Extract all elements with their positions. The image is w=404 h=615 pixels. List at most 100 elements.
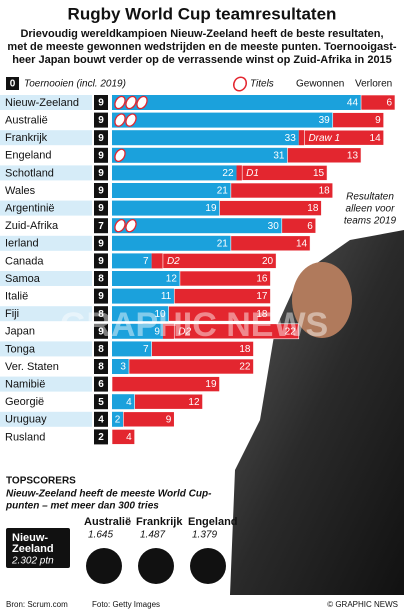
title-ball (125, 218, 137, 233)
lost-label: 9 (375, 115, 381, 126)
tournament-count: 4 (98, 414, 104, 425)
bar-draw (298, 130, 305, 146)
team-label: Samoa (5, 273, 41, 285)
annotation: Resultaten (346, 192, 394, 203)
lost-label: 6 (386, 98, 392, 109)
bar-lost (123, 411, 175, 428)
bar-lost (179, 270, 271, 287)
row-band (0, 165, 92, 181)
title-ball (114, 148, 126, 163)
bar-lost (304, 129, 384, 146)
lost-label: 14 (296, 238, 308, 249)
won-label: 7 (143, 344, 149, 355)
row-band (0, 271, 92, 286)
draw-label: D2 (167, 256, 180, 267)
won-label: 19 (205, 203, 217, 214)
won-label: 4 (126, 397, 132, 408)
bar-won (112, 112, 333, 128)
photo-face (292, 262, 352, 338)
title: Rugby World Cup teamresultaten (68, 4, 337, 23)
lost-label: 12 (188, 397, 200, 408)
tournament-count: 9 (98, 238, 104, 249)
bar-lost (287, 147, 362, 164)
bar-lost (332, 112, 384, 128)
tournament-box (94, 341, 108, 357)
title-ball (114, 95, 126, 110)
bar-lost (241, 165, 328, 181)
scorer-points: 1.645 (88, 530, 113, 541)
lost-label: 4 (126, 432, 132, 443)
tournament-count: 8 (98, 309, 104, 320)
bar-lost (111, 376, 220, 392)
topscorers-text: Nieuw-Zeeland heeft de meeste World Cup- (6, 489, 212, 500)
footer-band (0, 596, 404, 615)
tournament-box (94, 323, 108, 339)
tournament-box (94, 95, 108, 110)
tournament-count: 9 (98, 326, 104, 337)
team-label: Argentinië (5, 203, 55, 215)
team-label: Namibië (5, 379, 45, 391)
bar-draw (236, 165, 243, 181)
row-band (0, 200, 92, 216)
lost-label: 22 (239, 362, 251, 373)
bar-lost (360, 94, 396, 111)
lost-label: 18 (256, 309, 268, 320)
lost-label: 15 (313, 168, 325, 179)
lost-label: 14 (370, 133, 382, 144)
bar-lost (281, 217, 317, 234)
footer-source: Bron: Scrum.com (6, 600, 68, 609)
tournament-count: 2 (98, 432, 104, 443)
photo (230, 230, 404, 595)
bar-lost (134, 393, 203, 410)
scorer-name: Frankrijk (136, 516, 183, 528)
team-label: Wales (5, 185, 36, 197)
won-label: 21 (217, 238, 229, 249)
bar-won (112, 235, 231, 251)
row-band (0, 235, 92, 251)
lost-label: 22 (285, 326, 297, 337)
topscorers-heading: TOPSCORERS (6, 476, 76, 487)
row-band (0, 306, 92, 322)
tournament-box (94, 130, 108, 146)
team-label: Uruguay (5, 414, 47, 426)
topscorers-text: punten – met meer dan 300 tries (5, 501, 159, 512)
leader-points: 2.302 ptn (11, 556, 54, 567)
lost-label: 6 (307, 221, 313, 232)
tournament-box (94, 200, 108, 216)
tournament-box (94, 218, 108, 234)
won-label: 12 (166, 274, 178, 285)
footer-photo: Foto: Getty Images (92, 600, 160, 609)
subtitle-line: heer Japan bouwt verder op de verrassend… (12, 54, 392, 66)
bar-lost (168, 305, 271, 322)
lost-label: 16 (256, 274, 268, 285)
bar-lost (219, 200, 322, 216)
bar-won (112, 411, 124, 427)
team-label: Ierland (5, 238, 39, 250)
team-label: Engeland (5, 150, 52, 162)
bar-won (112, 95, 362, 110)
tournament-count: 6 (98, 379, 104, 390)
tournament-box (94, 112, 108, 128)
bar-lost (151, 341, 254, 357)
bar-won (112, 359, 129, 374)
tournament-count: 7 (98, 221, 104, 232)
team-label: Frankrijk (5, 132, 48, 144)
lost-label: 18 (307, 203, 319, 214)
bar-draw (151, 253, 163, 269)
won-label: 30 (268, 221, 280, 232)
title-ball (125, 113, 137, 127)
tournament-count: 9 (98, 98, 104, 109)
tournament-box (94, 411, 108, 427)
lost-label: 9 (166, 414, 172, 425)
row-band (0, 130, 92, 146)
team-emblem (86, 548, 122, 584)
won-label: 11 (161, 291, 172, 302)
tournament-box (94, 235, 108, 251)
tournament-box (94, 271, 108, 286)
bar-won (112, 323, 163, 339)
won-label: 21 (217, 186, 229, 197)
team-emblem (190, 548, 226, 584)
lost-label: 20 (262, 256, 274, 267)
team-label: Australië (5, 115, 48, 127)
